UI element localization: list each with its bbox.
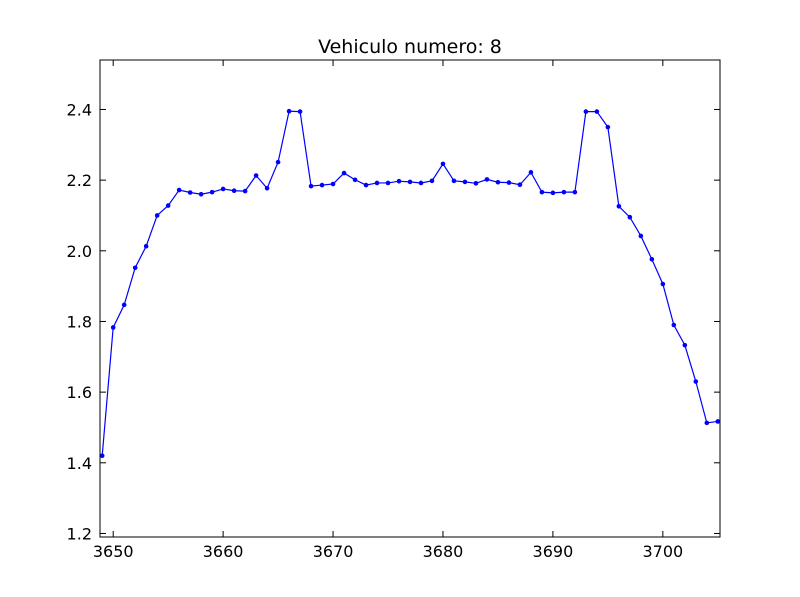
data-point [176, 187, 182, 193]
data-point [473, 181, 479, 186]
data-point [308, 183, 314, 189]
data-point [154, 213, 160, 218]
data-point [110, 325, 116, 330]
y-tick-label: 2.4 [67, 100, 92, 119]
data-point [407, 179, 413, 185]
data-point [165, 203, 171, 208]
data-point [649, 256, 655, 262]
plot-frame [99, 59, 721, 538]
data-point [583, 109, 589, 114]
data-point [374, 180, 380, 186]
data-point [297, 109, 303, 114]
data-point [231, 188, 237, 194]
data-point [693, 379, 699, 384]
data-point [605, 124, 611, 130]
data-point [572, 189, 578, 195]
data-point [198, 191, 204, 197]
data-point [341, 170, 347, 176]
data-point [100, 453, 105, 459]
data-point [627, 214, 633, 220]
data-point [330, 181, 336, 187]
data-point [275, 159, 281, 165]
axes: 3650 3660 3670 3680 3690 3700 1.2 1.4 1.6 1.8 2.0 2… [67, 59, 721, 561]
y-tick-label: 1.4 [67, 454, 92, 473]
y-tick-label: 1.8 [67, 312, 92, 331]
data-point [528, 170, 534, 175]
data-point [506, 180, 512, 185]
data-point [704, 420, 710, 426]
data-point [132, 265, 138, 271]
data-point [352, 177, 358, 183]
x-tick-label: 3700 [642, 542, 683, 561]
x-tick-label: 3690 [533, 542, 574, 561]
data-point [550, 190, 556, 196]
data-point [440, 161, 446, 167]
data-point [539, 189, 545, 195]
plot-area [100, 108, 720, 459]
data-point [242, 188, 248, 194]
data-point [682, 342, 688, 348]
y-tick-label: 2.0 [67, 242, 92, 261]
data-point [616, 203, 622, 209]
x-tick-label: 3670 [313, 542, 354, 561]
data-point [286, 108, 292, 114]
data-point [594, 109, 600, 114]
data-point [561, 189, 567, 195]
data-point [495, 179, 501, 185]
data-point [363, 182, 369, 188]
data-point [517, 182, 523, 188]
data-point [462, 179, 468, 185]
x-tick-label: 3660 [203, 542, 244, 561]
data-point [143, 243, 149, 249]
data-point [715, 419, 720, 424]
data-point [396, 178, 402, 184]
y-tick-label: 1.2 [67, 524, 92, 543]
data-point [429, 178, 435, 184]
data-point [319, 182, 325, 188]
data-point [121, 302, 127, 308]
x-tick-label: 3650 [93, 542, 134, 561]
data-point [671, 322, 677, 328]
data-point [253, 173, 259, 178]
y-tick-label: 2.2 [67, 171, 92, 190]
data-point [451, 178, 457, 184]
data-point [264, 185, 270, 191]
x-tick-label: 3680 [423, 542, 464, 561]
series-line [101, 110, 718, 456]
y-tick-label: 1.6 [67, 383, 92, 402]
data-point [187, 190, 193, 195]
data-point [418, 180, 424, 186]
data-point [638, 233, 644, 239]
data-point [209, 189, 215, 195]
chart-title: Vehiculo numero: 8 [318, 36, 502, 58]
data-point [385, 180, 391, 186]
data-point [660, 281, 666, 287]
data-point [220, 186, 226, 192]
data-layer [100, 108, 720, 459]
data-point [484, 177, 490, 182]
